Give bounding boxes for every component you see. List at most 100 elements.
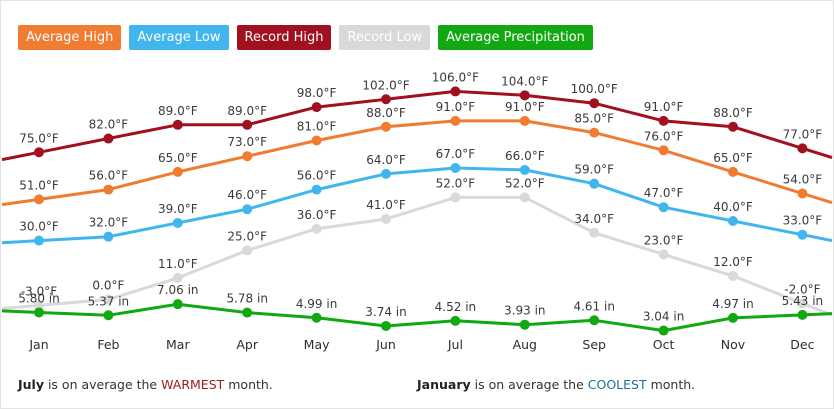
average-precipitation-point-jul (450, 315, 461, 326)
average-precipitation-label-jul: 4.52 in (435, 300, 476, 314)
record-low-label-apr: 25.0°F (227, 229, 267, 243)
record-low-label-feb: 0.0°F (92, 279, 124, 293)
average-high-point-jun (381, 121, 391, 132)
record-low-point-apr (242, 245, 253, 256)
record-low-point-jun (381, 214, 391, 225)
record-low-label-jun: 41.0°F (366, 198, 406, 212)
average-low-label-jul: 67.0°F (436, 147, 476, 161)
average-precipitation-label-sep: 4.61 in (573, 299, 614, 313)
average-low-point-feb (103, 231, 114, 242)
legend-average-precipitation[interactable]: Average Precipitation (438, 25, 593, 50)
average-precipitation-point-dec (797, 309, 808, 320)
record-high-label-mar: 89.0°F (158, 104, 198, 118)
x-tick-may: May (304, 337, 330, 352)
record-low-point-oct (658, 249, 669, 260)
record-high-label-sep: 100.0°F (571, 82, 618, 96)
average-high-label-jun: 88.0°F (366, 106, 406, 120)
record-low-label-may: 36.0°F (297, 208, 337, 222)
record-high-point-jul (450, 86, 461, 97)
average-precipitation-label-aug: 3.93 in (504, 304, 545, 318)
warmest-suffix: month. (224, 377, 273, 392)
warmest-summary: July is on average the WARMEST month. (18, 377, 273, 392)
x-tick-mar: Mar (166, 337, 190, 352)
average-low-point-dec (797, 229, 808, 240)
average-low-label-may: 56.0°F (297, 169, 337, 183)
coolest-text: is on average the (470, 377, 588, 392)
record-high-point-may (311, 102, 322, 113)
average-low-label-mar: 39.0°F (158, 202, 198, 216)
record-high-point-jan (34, 147, 44, 158)
x-tick-aug: Aug (513, 337, 537, 352)
average-precipitation-point-may (311, 312, 322, 323)
average-high-label-apr: 73.0°F (227, 135, 267, 149)
average-high-point-jan (34, 194, 44, 205)
record-high-label-aug: 104.0°F (501, 74, 548, 88)
record-low-label-jan: -3.0°F (21, 284, 57, 298)
record-high-point-sep (589, 98, 600, 109)
record-low-point-feb (103, 294, 114, 305)
average-high-line (1, 119, 833, 207)
record-high-point-oct (658, 115, 669, 126)
average-low-point-nov (728, 215, 738, 226)
average-high-point-oct (658, 145, 669, 156)
average-precipitation-point-mar (172, 299, 183, 310)
record-high-label-oct: 91.0°F (644, 100, 684, 114)
average-high-label-sep: 85.0°F (574, 112, 614, 126)
average-precipitation-label-dec: 5.43 in (782, 294, 823, 308)
legend-record-low[interactable]: Record Low (339, 25, 431, 50)
record-low-point-mar (172, 272, 183, 283)
average-precipitation-point-aug (519, 319, 530, 330)
coolest-emphasis: COOLEST (587, 377, 647, 392)
average-precipitation-label-nov: 4.97 in (712, 297, 753, 311)
record-low-label-nov: 12.0°F (713, 255, 753, 269)
climate-chart: 51.0°F 56.0°F 65.0°F 73.0°F 81.0°F 88.0°F 91.0… (1, 70, 833, 352)
average-low-label-jun: 64.0°F (366, 153, 406, 167)
x-tick-jul: Jul (447, 337, 463, 352)
record-low-point-dec (797, 298, 808, 309)
average-precipitation-point-oct (658, 325, 669, 336)
record-high-label-jun: 102.0°F (362, 78, 409, 92)
legend-average-high[interactable]: Average High (18, 25, 122, 50)
average-low-point-apr (242, 204, 253, 215)
record-low-label-oct: 23.0°F (644, 233, 684, 247)
x-tick-apr: Apr (236, 337, 258, 352)
x-tick-nov: Nov (721, 337, 746, 352)
average-low-line (1, 166, 833, 245)
average-precipitation-line (1, 302, 833, 333)
record-low-point-sep (589, 227, 600, 238)
average-precipitation-label-mar: 7.06 in (157, 283, 198, 297)
legend-average-low[interactable]: Average Low (129, 25, 229, 50)
x-tick-sep: Sep (582, 337, 606, 352)
average-low-point-jan (34, 235, 44, 246)
average-low-point-may (311, 184, 322, 195)
x-tick-jan: Jan (28, 337, 48, 352)
record-high-label-nov: 88.0°F (713, 106, 753, 120)
average-precipitation-point-jun (381, 320, 391, 331)
average-low-label-sep: 59.0°F (574, 163, 614, 177)
average-high-label-nov: 65.0°F (713, 151, 753, 165)
average-low-label-jan: 30.0°F (19, 220, 59, 234)
average-low-label-oct: 47.0°F (644, 186, 684, 200)
average-high-point-may (311, 135, 322, 146)
record-high-point-nov (728, 121, 738, 132)
average-high-label-may: 81.0°F (297, 119, 337, 133)
record-low-point-nov (728, 270, 738, 281)
record-low-point-aug (519, 192, 530, 203)
average-high-label-aug: 91.0°F (505, 100, 545, 114)
x-tick-jun: Jun (375, 337, 396, 352)
average-low-label-aug: 66.0°F (505, 149, 545, 163)
x-tick-oct: Oct (653, 337, 675, 352)
average-precipitation-label-apr: 5.78 in (226, 292, 267, 306)
average-high-label-dec: 54.0°F (783, 172, 823, 186)
coolest-suffix: month. (646, 377, 696, 392)
x-tick-dec: Dec (790, 337, 814, 352)
average-precipitation-label-feb: 5.37 in (88, 294, 129, 308)
legend-record-high[interactable]: Record High (236, 25, 332, 50)
record-low-line (1, 195, 833, 317)
record-high-point-feb (103, 133, 114, 144)
coolest-summary: January is on average the COOLEST month. (417, 377, 695, 392)
x-tick-feb: Feb (97, 337, 119, 352)
record-high-point-mar (172, 119, 183, 130)
average-precipitation-point-feb (103, 310, 114, 321)
